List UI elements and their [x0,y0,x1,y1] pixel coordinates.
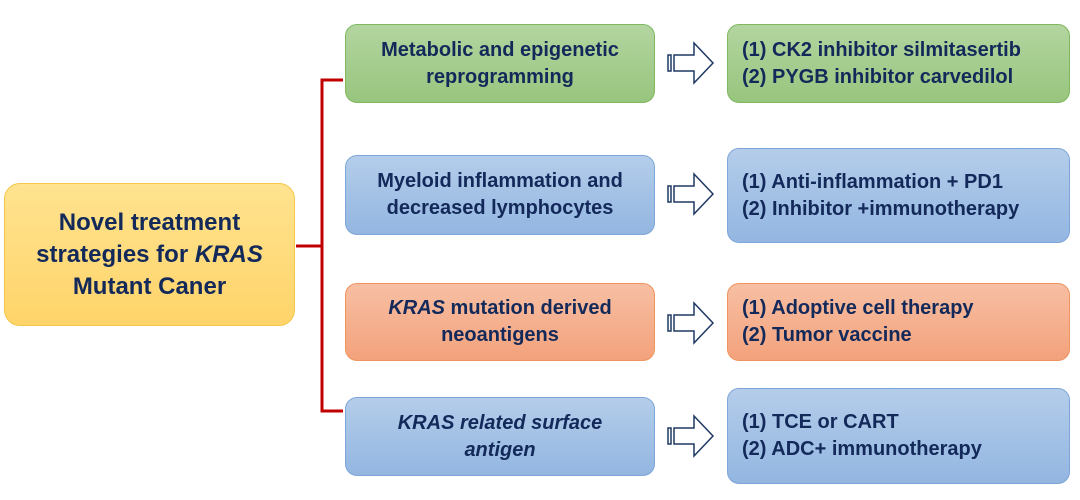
strategy-box-surface-antigen: (1) TCE or CART (2) ADC+ immunotherapy [727,388,1070,484]
strategy-item: (2) Inhibitor +immunotherapy [742,197,1020,220]
arrow-right-icon [667,414,715,458]
strategy-item: (1) Adoptive cell therapy [742,297,974,319]
category-label: Myeloid inflammation and decreased lymph… [377,170,623,219]
category-kras: KRAS [388,297,445,319]
category-box-neoantigens: KRAS mutation derived neoantigens [345,283,655,361]
arrow-right-icon [667,301,715,345]
strategy-item: (1) CK2 inhibitor silmitasertib [742,38,1021,61]
central-kras: KRAS [194,240,263,268]
category-label: Metabolic and epigenetic reprogramming [381,38,619,88]
central-topic-box: Novel treatment strategies for KRAS Muta… [4,183,295,326]
central-line-3: Mutant Caner [72,272,227,300]
category-label: KRAS related surface antigen [397,411,603,461]
category-box-metabolic: Metabolic and epigenetic reprogramming [345,24,655,103]
strategy-item: (2) PYGB inhibitor carvedilol [742,65,1014,88]
category-box-surface-antigen: KRAS related surface antigen [345,397,655,476]
strategy-item: (1) Anti-inflammation + PD1 [742,170,1003,193]
strategy-item: (2) Tumor vaccine [742,324,912,346]
category-box-myeloid: Myeloid inflammation and decreased lymph… [345,155,655,235]
strategy-item: (1) TCE or CART [742,411,899,433]
strategy-box-neoantigens: (1) Adoptive cell therapy (2) Tumor vacci… [727,283,1070,361]
central-line-2: strategies for [36,240,195,268]
category-label: mutation derived neoantigens [441,297,612,346]
arrow-right-icon [667,172,715,216]
arrow-right-icon [667,41,715,85]
central-line-1: Novel treatment [58,208,241,236]
strategy-box-metabolic: (1) CK2 inhibitor silmitasertib (2) PYGB … [727,24,1070,103]
strategy-item: (2) ADC+ immunotherapy [742,438,982,460]
strategy-box-myeloid: (1) Anti-inflammation + PD1 (2) Inhibitor… [727,148,1070,243]
